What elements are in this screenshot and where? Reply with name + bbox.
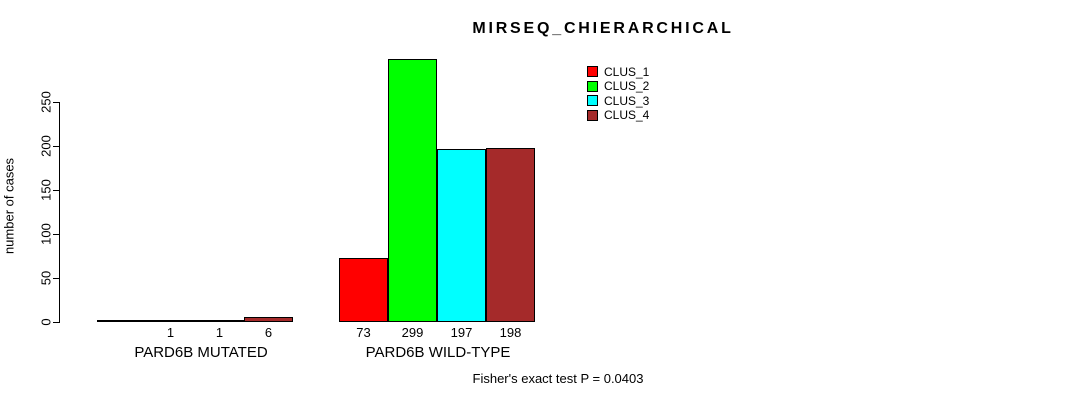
legend-label-clus_2: CLUS_2 [604, 79, 650, 93]
bar-count-label: 6 [264, 325, 273, 340]
y-axis-line [59, 102, 60, 323]
y-tick-label: 250 [38, 91, 54, 113]
bar-clus_4-group2 [486, 148, 535, 322]
legend-swatch-clus_3 [587, 95, 598, 106]
y-tick-label: 0 [38, 318, 54, 326]
y-tick-label: 50 [38, 270, 54, 286]
legend-label-clus_1: CLUS_1 [604, 64, 650, 79]
fisher-test-note: Fisher's exact test P = 0.0403 [472, 371, 644, 386]
y-tick-label: 150 [38, 179, 54, 201]
y-tick-label: 100 [38, 223, 54, 245]
bar-count-label: 299 [401, 325, 424, 340]
y-tick-mark [53, 234, 59, 235]
bar-clus_2-group2 [388, 59, 437, 322]
legend-swatch-clus_1 [587, 66, 598, 77]
x-axis-category-label: PARD6B WILD-TYPE [365, 344, 511, 361]
bar-count-label: 73 [356, 325, 371, 340]
bar-clus_2-group1 [146, 320, 195, 322]
legend-swatch-clus_2 [587, 80, 598, 92]
y-tick-mark [53, 278, 59, 279]
y-axis-label: number of cases [1, 157, 17, 255]
bar-count-label: 197 [450, 325, 473, 340]
y-tick-mark [53, 102, 59, 103]
bar-clus_1-group2 [339, 258, 388, 322]
bar-count-label: 1 [166, 325, 175, 340]
bar-count-label: 198 [499, 325, 522, 340]
y-tick-mark [53, 146, 59, 147]
bar-clus_1-group1 [97, 320, 146, 322]
legend-label-clus_4: CLUS_4 [604, 108, 650, 122]
x-axis-category-label: PARD6B MUTATED [134, 344, 268, 361]
y-tick-label: 200 [38, 135, 54, 157]
bar-count-label: 1 [215, 325, 224, 340]
y-tick-mark [53, 322, 59, 323]
bar-clus_4-group1 [244, 317, 293, 322]
chart-title: MIRSEQ_CHIERARCHICAL [472, 20, 734, 37]
bar-clus_3-group1 [195, 320, 244, 322]
bar-clus_3-group2 [437, 149, 486, 322]
legend-swatch-clus_4 [587, 109, 598, 121]
legend-label-clus_3: CLUS_3 [604, 93, 650, 108]
y-tick-mark [53, 190, 59, 191]
